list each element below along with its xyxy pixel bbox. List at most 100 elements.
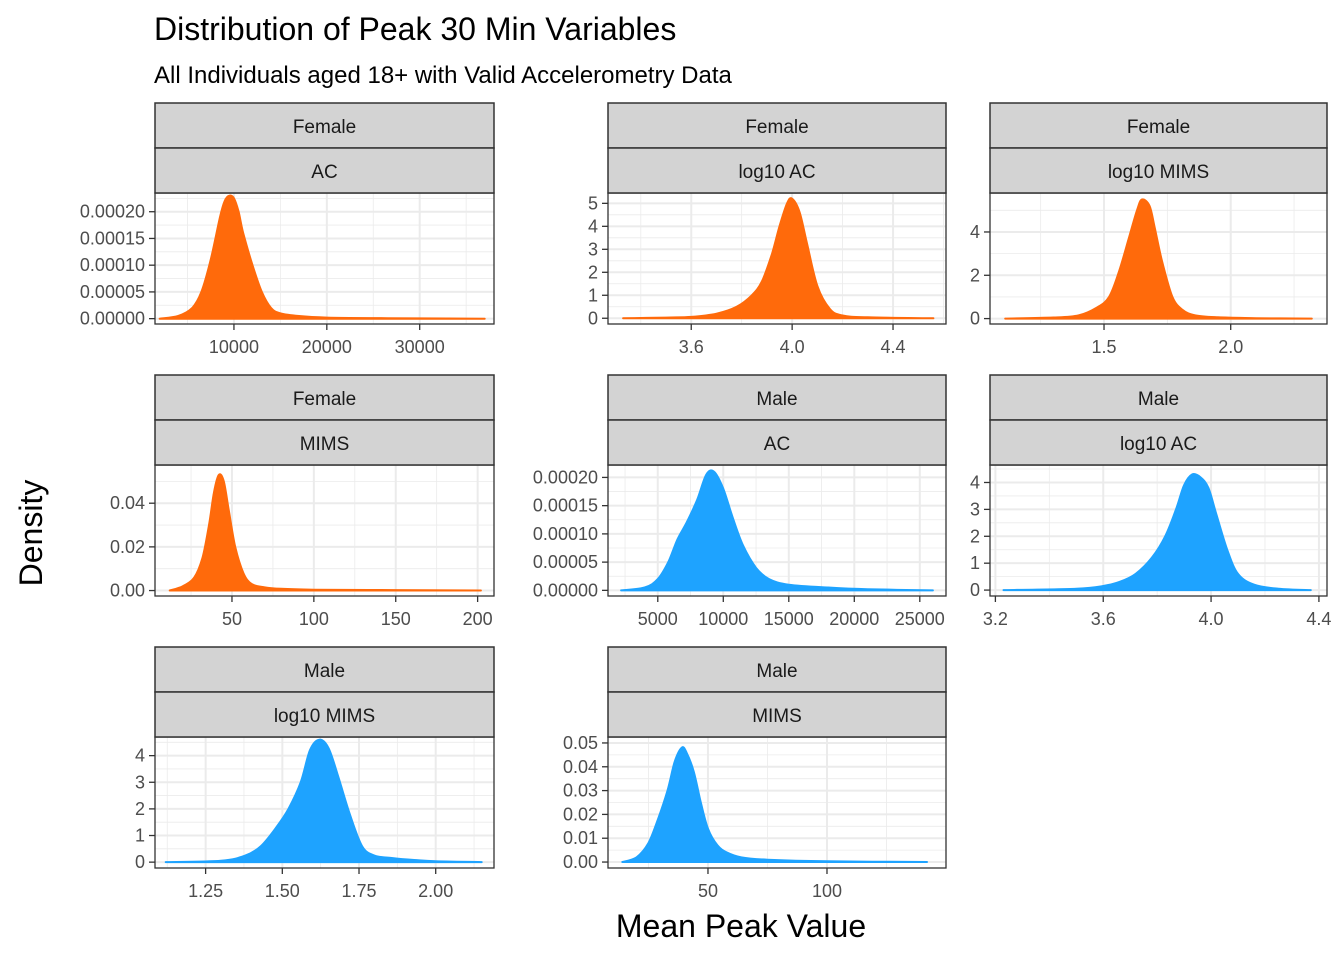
y-tick-label: 3 — [970, 499, 980, 519]
density-area — [622, 197, 935, 320]
y-tick-label: 0.00010 — [533, 524, 598, 544]
x-tick-label: 20000 — [302, 337, 352, 357]
strip-variable-label: log10 AC — [738, 162, 815, 183]
y-tick-label: 1 — [970, 553, 980, 573]
y-tick-label: 0.00020 — [80, 202, 145, 222]
y-tick-label: 2 — [588, 262, 598, 282]
facet-female-log10-ac: Female log10 AC 3.6 4.0 4.4 0 1 2 3 4 5 — [588, 102, 947, 357]
y-tick-label: 0.00015 — [80, 228, 145, 248]
y-tick-label: 3 — [588, 239, 598, 259]
density-area — [1004, 198, 1313, 320]
y-tick-label: 0 — [588, 308, 598, 328]
facet-male-log10-ac: Male log10 AC 3.2 3.6 4.0 4.4 0 1 2 3 4 — [970, 374, 1331, 629]
x-tick-label: 4.0 — [1199, 609, 1224, 629]
x-tick-label: 200 — [463, 609, 493, 629]
y-tick-label: 0.04 — [563, 757, 598, 777]
y-tick-label: 0.00 — [110, 581, 145, 601]
y-tick-label: 0 — [135, 852, 145, 872]
facet-female-log10-mims: Female log10 MIMS 1.5 2.0 0 2 4 — [970, 102, 1328, 357]
chart-title: Distribution of Peak 30 Min Variables — [154, 11, 676, 47]
x-tick-label: 1.5 — [1092, 337, 1117, 357]
y-tick-label: 4 — [135, 746, 145, 766]
x-tick-label: 1.25 — [188, 881, 223, 901]
strip-sex-label: Female — [293, 117, 356, 138]
x-tick-label: 25000 — [895, 609, 945, 629]
strip-variable-background — [989, 147, 1328, 194]
x-tick-label: 10000 — [209, 337, 259, 357]
x-tick-label: 10000 — [698, 609, 748, 629]
y-tick-label: 2 — [970, 526, 980, 546]
y-tick-label: 4 — [970, 222, 980, 242]
x-tick-label: 3.6 — [679, 337, 704, 357]
y-tick-label: 0.03 — [563, 781, 598, 801]
strip-sex-background — [154, 374, 495, 421]
y-tick-label: 0.00 — [563, 852, 598, 872]
y-tick-label: 4 — [970, 472, 980, 492]
facet-female-mims: Female MIMS 50 100 150 200 0.00 0.02 0.04 — [110, 374, 495, 629]
strip-sex-background — [989, 102, 1328, 149]
y-tick-label: 0.00005 — [80, 282, 145, 302]
strip-variable-label: MIMS — [300, 434, 350, 455]
strip-sex-label: Male — [1138, 389, 1179, 410]
y-tick-label: 0.00005 — [533, 552, 598, 572]
y-tick-label: 1 — [588, 285, 598, 305]
strip-sex-background — [607, 374, 947, 421]
facet-female-ac: Female AC 10000 20000 30000 0.00000 0.00005 0.0… — [80, 102, 495, 357]
x-tick-label: 4.0 — [780, 337, 805, 357]
facet-male-ac: Male AC 5000 10000 15000 20000 25000 0.00000 0.0… — [533, 374, 947, 629]
y-tick-label: 1 — [135, 826, 145, 846]
y-tick-label: 4 — [588, 216, 598, 236]
y-tick-label: 0.00020 — [533, 467, 598, 487]
strip-sex-label: Male — [756, 661, 797, 682]
y-tick-label: 0.02 — [563, 804, 598, 824]
facet-male-mims: Male MIMS 50 100 0.00 0.01 0.02 0.03 0.04 0.05 — [563, 646, 947, 901]
strip-variable-label: log10 MIMS — [274, 706, 375, 727]
density-area — [621, 746, 928, 863]
strip-variable-background — [154, 147, 495, 194]
x-tick-label: 15000 — [764, 609, 814, 629]
strip-variable-label: MIMS — [752, 706, 802, 727]
density-area — [620, 469, 934, 592]
x-tick-label: 3.6 — [1091, 609, 1116, 629]
y-tick-label: 0.00015 — [533, 496, 598, 516]
x-tick-label: 30000 — [395, 337, 445, 357]
strip-variable-background — [989, 419, 1328, 466]
strip-variable-background — [607, 691, 947, 738]
strip-sex-background — [607, 646, 947, 693]
strip-sex-label: Female — [1127, 117, 1190, 138]
chart-subtitle: All Individuals aged 18+ with Valid Acce… — [154, 62, 733, 89]
y-tick-label: 0.01 — [563, 828, 598, 848]
y-tick-label: 3 — [135, 772, 145, 792]
density-area — [158, 194, 486, 320]
strip-sex-label: Female — [293, 389, 356, 410]
y-tick-label: 0.00000 — [533, 580, 598, 600]
x-tick-label: 2.0 — [1218, 337, 1243, 357]
x-tick-label: 50 — [698, 881, 718, 901]
strip-sex-background — [989, 374, 1328, 421]
y-axis-title: Density — [13, 480, 49, 587]
y-tick-label: 0 — [970, 580, 980, 600]
y-tick-label: 0.04 — [110, 493, 145, 513]
strip-sex-label: Male — [756, 389, 797, 410]
y-tick-label: 2 — [970, 265, 980, 285]
y-tick-label: 0.02 — [110, 537, 145, 557]
strip-variable-background — [607, 147, 947, 194]
y-tick-label: 5 — [588, 193, 598, 213]
x-tick-label: 4.4 — [881, 337, 906, 357]
strip-sex-label: Male — [304, 661, 345, 682]
density-area — [168, 473, 482, 592]
y-tick-label: 2 — [135, 799, 145, 819]
x-tick-label: 1.75 — [341, 881, 376, 901]
strip-variable-label: log10 AC — [1120, 434, 1197, 455]
x-tick-label: 3.2 — [983, 609, 1008, 629]
x-tick-label: 5000 — [638, 609, 678, 629]
y-tick-label: 0.05 — [563, 733, 598, 753]
x-tick-label: 1.50 — [265, 881, 300, 901]
strip-variable-label: AC — [764, 434, 790, 455]
facet-male-log10-mims: Male log10 MIMS 1.25 1.50 1.75 2.00 0 1 2 3 4 — [135, 646, 495, 901]
density-area — [164, 738, 483, 864]
x-axis-title: Mean Peak Value — [616, 908, 866, 944]
x-tick-label: 4.4 — [1306, 609, 1331, 629]
strip-variable-label: AC — [311, 162, 337, 183]
